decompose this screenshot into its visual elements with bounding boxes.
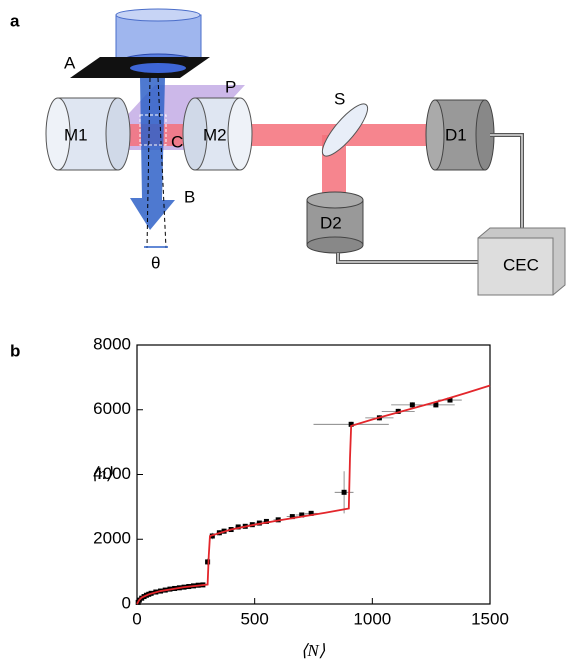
cable <box>336 253 478 264</box>
x-axis-label: ⟨N⟩ <box>301 641 326 660</box>
x-tick-label: 500 <box>240 609 268 628</box>
y-axis-label: ⟨n⟩ <box>91 464 113 483</box>
diagram-label: M2 <box>203 125 227 144</box>
data-point <box>395 408 401 414</box>
y-tick-label: 0 <box>122 593 131 612</box>
mirror-face <box>105 97 131 171</box>
data-point <box>348 421 354 427</box>
diagram-label: θ <box>151 253 160 272</box>
plot-frame <box>136 344 491 605</box>
splitter <box>321 103 369 157</box>
diagram <box>45 8 566 296</box>
diagram-label: B <box>184 187 195 206</box>
data-point <box>263 518 269 524</box>
diagram-label: D2 <box>320 213 342 232</box>
aperture <box>130 63 186 73</box>
y-tick-label: 6000 <box>93 399 131 418</box>
y-tick-label: 4000 <box>93 464 131 483</box>
data-point <box>447 397 453 403</box>
x-tick-label: 1000 <box>353 609 391 628</box>
diagram-label: S <box>334 89 345 108</box>
chart: ⟨N⟩ ⟨n⟩ 0 500 1000 1500 0 2000 4000 6000 8000 <box>91 334 509 659</box>
cable <box>337 253 478 263</box>
fit-line <box>136 384 491 605</box>
data-point <box>341 489 347 495</box>
y-tick-label: 2000 <box>93 529 131 548</box>
data-point <box>308 510 314 516</box>
detector-face <box>425 99 445 171</box>
cavity-region <box>139 114 167 146</box>
data-point <box>289 514 295 520</box>
cable <box>490 133 524 232</box>
diagram-label: D1 <box>445 125 467 144</box>
diagram-label: P <box>225 77 236 96</box>
dashed-line <box>157 77 167 249</box>
data-point <box>409 402 415 408</box>
objective-top <box>115 8 201 22</box>
dashed-line <box>146 77 151 249</box>
data-point <box>205 559 211 565</box>
diagram-label: CEC <box>503 255 539 274</box>
arrow <box>130 78 175 230</box>
detector-face <box>306 191 364 209</box>
objective <box>115 14 202 61</box>
diagram-label: M1 <box>64 125 88 144</box>
diagram-label: A <box>64 53 76 72</box>
y-tick-label: 8000 <box>93 334 131 353</box>
diagram-label: C <box>171 132 183 151</box>
mirror-face <box>227 97 253 171</box>
data-point <box>299 512 305 518</box>
detector-back <box>306 236 364 254</box>
x-tick-label: 1500 <box>471 609 509 628</box>
panel-label: a <box>10 11 20 30</box>
cec-box-front <box>477 237 554 296</box>
x-tick-label: 0 <box>132 609 141 628</box>
cable <box>490 134 523 232</box>
mirror-face <box>182 97 208 171</box>
data-point <box>235 524 241 530</box>
data-point <box>433 402 439 408</box>
panel-label: b <box>10 341 20 360</box>
mirror-face <box>45 97 71 171</box>
